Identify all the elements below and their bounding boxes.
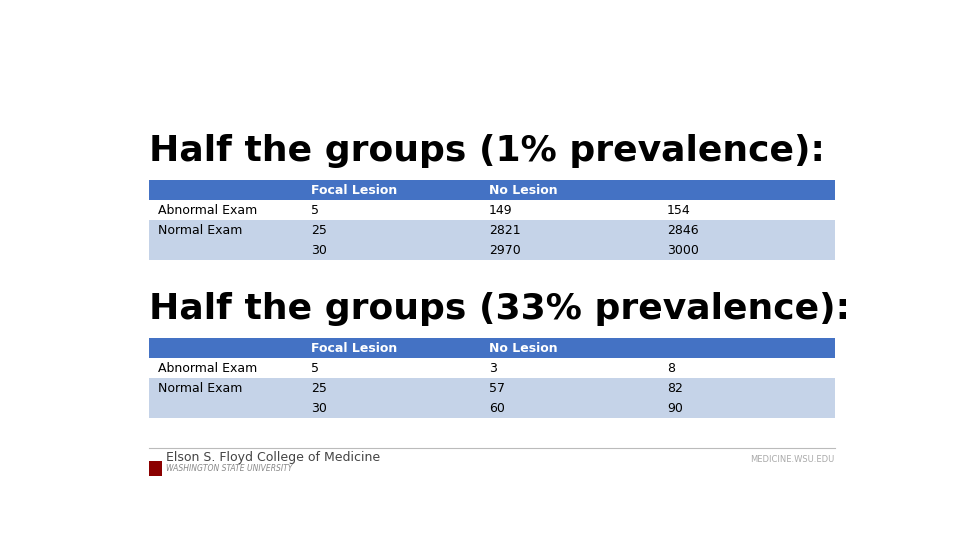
Text: 82: 82 [667,382,683,395]
Text: 25: 25 [311,382,326,395]
Bar [300,180,478,200]
Bar [300,378,478,398]
Text: Normal Exam: Normal Exam [158,382,243,395]
Bar [300,338,478,358]
Text: 5: 5 [311,362,319,375]
Bar [150,200,300,220]
Bar [657,398,834,418]
Text: 3: 3 [489,362,497,375]
Text: 90: 90 [667,402,683,415]
Text: Half the groups (33% prevalence):: Half the groups (33% prevalence): [150,292,851,326]
Bar [150,220,300,240]
Bar [657,338,834,358]
Text: Abnormal Exam: Abnormal Exam [158,204,257,217]
Bar [150,240,300,260]
Bar [300,240,478,260]
Bar [657,240,834,260]
Bar [657,358,834,378]
Bar [478,200,657,220]
Bar [150,461,162,476]
Bar [300,200,478,220]
Bar [300,358,478,378]
Text: Abnormal Exam: Abnormal Exam [158,362,257,375]
Text: Elson S. Floyd College of Medicine: Elson S. Floyd College of Medicine [166,451,380,464]
Text: Normal Exam: Normal Exam [158,224,243,237]
Text: 8: 8 [667,362,675,375]
Text: 154: 154 [667,204,691,217]
Bar [150,378,300,398]
Text: 2970: 2970 [489,244,520,257]
Text: 5: 5 [311,204,319,217]
Bar [478,220,657,240]
Text: 149: 149 [489,204,513,217]
Bar [478,358,657,378]
Text: 25: 25 [311,224,326,237]
Bar [300,398,478,418]
Bar [478,338,657,358]
Bar [478,378,657,398]
Bar [657,378,834,398]
Text: No Lesion: No Lesion [489,184,558,197]
Bar [150,398,300,418]
Text: 30: 30 [311,402,326,415]
Bar [478,398,657,418]
Text: 57: 57 [489,382,505,395]
Text: 60: 60 [489,402,505,415]
Bar [150,358,300,378]
Bar [478,240,657,260]
Bar [657,180,834,200]
Text: WASHINGTON STATE UNIVERSITY: WASHINGTON STATE UNIVERSITY [166,464,293,473]
Text: No Lesion: No Lesion [489,342,558,355]
Bar [150,180,300,200]
Text: Half the groups (1% prevalence):: Half the groups (1% prevalence): [150,134,826,168]
Bar [657,220,834,240]
Bar [657,200,834,220]
Text: 2821: 2821 [489,224,520,237]
Text: Focal Lesion: Focal Lesion [311,342,397,355]
Bar [300,220,478,240]
Text: 2846: 2846 [667,224,699,237]
Text: 3000: 3000 [667,244,699,257]
Text: MEDICINE.WSU.EDU: MEDICINE.WSU.EDU [751,455,834,464]
Text: 30: 30 [311,244,326,257]
Bar [150,338,300,358]
Text: Focal Lesion: Focal Lesion [311,184,397,197]
Bar [478,180,657,200]
